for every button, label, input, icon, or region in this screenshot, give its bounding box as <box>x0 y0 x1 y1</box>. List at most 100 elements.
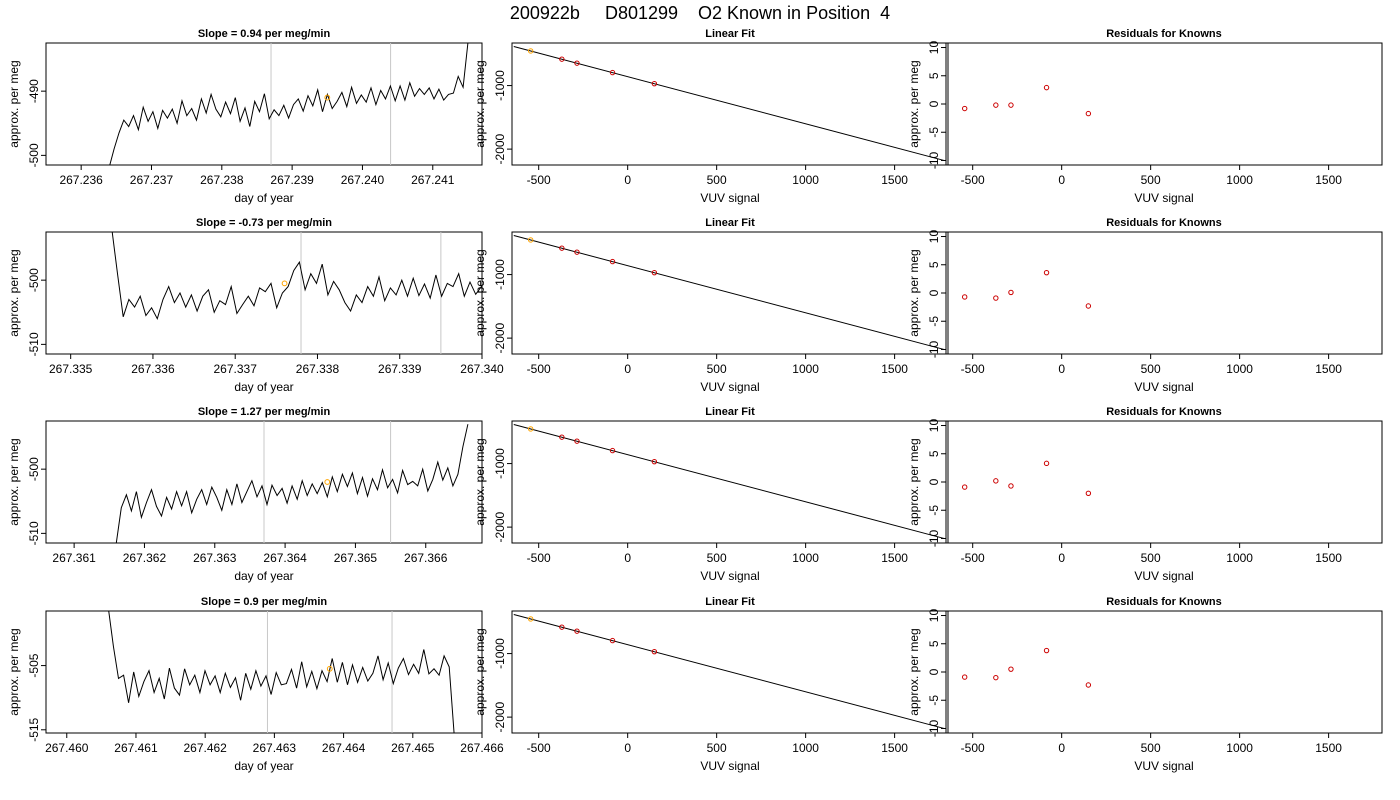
y-tick-label: 0 <box>927 478 941 485</box>
plot-frame <box>945 610 1383 734</box>
timeseries-panel-4: Slope = 0.9 per meg/min 267.460 267.461 267… <box>7 596 504 773</box>
x-axis-label: VUV signal <box>700 191 759 205</box>
x-axis-label: VUV signal <box>700 380 759 394</box>
x-tick-label: -500 <box>961 362 985 376</box>
data-point <box>993 674 999 681</box>
x-tick-label: 0 <box>624 551 631 565</box>
linear_fit-panel-4: Linear Fit -500 0 500 1000 1500 -1000 -2000 VUV … <box>473 596 949 773</box>
x-tick-label: 1500 <box>1315 741 1342 755</box>
y-tick-label: -2000 <box>493 133 507 164</box>
y-tick-label: -1000 <box>493 70 507 101</box>
y-axis-label: approx. per meg <box>473 438 487 525</box>
chart-title: Slope = 0.94 per meg/min <box>198 28 331 40</box>
data-point <box>527 616 534 622</box>
data-point <box>961 105 968 112</box>
data-point <box>1043 269 1050 276</box>
x-tick-label: 267.366 <box>404 551 448 565</box>
data-point <box>559 56 565 62</box>
data-point <box>1085 682 1092 688</box>
data-point <box>609 637 616 644</box>
y-axis-label: approx. per meg <box>473 249 487 336</box>
x-tick-label: 1000 <box>792 741 819 755</box>
chart-title: Linear Fit <box>705 596 755 608</box>
plot-area <box>115 421 469 543</box>
x-tick-label: 1500 <box>881 741 908 755</box>
plot-frame <box>511 42 949 166</box>
y-tick-label: -1000 <box>493 259 507 290</box>
y-tick-label: -510 <box>27 521 41 545</box>
x-tick-label: 267.340 <box>460 362 504 376</box>
x-tick-label: 1500 <box>881 173 908 187</box>
x-tick-label: -500 <box>527 551 551 565</box>
x-axis-label: day of year <box>234 759 293 773</box>
data-point <box>527 426 534 432</box>
data-point <box>1085 110 1092 117</box>
x-tick-label: 500 <box>707 362 727 376</box>
x-tick-label: 267.463 <box>253 741 297 755</box>
x-tick-label: -500 <box>527 362 551 376</box>
y-tick-label: 5 <box>927 640 941 647</box>
x-tick-label: 500 <box>707 741 727 755</box>
fit-line <box>513 424 945 540</box>
data-point <box>651 269 658 276</box>
data-point <box>993 102 999 108</box>
x-tick-label: 1500 <box>881 551 908 565</box>
y-tick-label: 0 <box>927 668 941 675</box>
y-axis-label: approx. per meg <box>7 60 21 147</box>
residuals-panel-3: Residuals for Knowns -500 0 500 1000 1500 10 5 0… <box>907 406 1383 583</box>
x-tick-label: 0 <box>1058 741 1065 755</box>
data-point <box>559 434 565 440</box>
chart-title: Residuals for Knowns <box>1106 406 1222 418</box>
residuals-panel-2: Residuals for Knowns -500 0 500 1000 1500 10 5 0… <box>907 217 1383 394</box>
y-tick-label: 0 <box>927 289 941 296</box>
x-axis-label: VUV signal <box>1134 759 1193 773</box>
plot-area <box>961 647 1092 688</box>
plot-frame <box>511 231 949 355</box>
x-tick-label: 267.462 <box>183 741 227 755</box>
x-tick-label: 1500 <box>1315 173 1342 187</box>
x-axis-label: VUV signal <box>1134 380 1193 394</box>
x-tick-label: 500 <box>707 551 727 565</box>
fit-line <box>513 614 945 730</box>
x-tick-label: 500 <box>1141 551 1161 565</box>
series-line <box>108 611 455 733</box>
data-point <box>1008 102 1014 108</box>
x-tick-label: 0 <box>1058 551 1065 565</box>
x-tick-label: 267.466 <box>460 741 504 755</box>
y-axis-label: approx. per meg <box>7 438 21 525</box>
plot-frame <box>45 42 483 166</box>
data-point <box>1043 460 1050 467</box>
fit-line <box>513 235 945 351</box>
data-point <box>961 484 968 490</box>
x-tick-label: 267.465 <box>391 741 435 755</box>
x-tick-label: 0 <box>1058 173 1065 187</box>
plot-area <box>961 460 1092 496</box>
plot-area <box>513 614 945 730</box>
x-axis-label: day of year <box>234 191 293 205</box>
data-point <box>1008 483 1014 489</box>
plot-area <box>111 232 482 354</box>
y-tick-label: -500 <box>27 457 41 481</box>
x-tick-label: 1000 <box>1226 362 1253 376</box>
data-point <box>993 295 999 301</box>
x-tick-label: -500 <box>961 551 985 565</box>
page-title: 200922b D801299 O2 Known in Position 4 <box>509 3 891 23</box>
x-tick-label: 1000 <box>1226 551 1253 565</box>
y-axis-label: approx. per meg <box>473 60 487 147</box>
residuals-panel-1: Residuals for Knowns -500 0 500 1000 1500 10 5 0… <box>907 28 1383 205</box>
x-tick-label: 1500 <box>1315 362 1342 376</box>
y-axis-label: approx. per meg <box>907 249 921 336</box>
x-tick-label: 267.336 <box>131 362 175 376</box>
y-tick-label: -490 <box>27 79 41 103</box>
x-tick-label: 267.339 <box>378 362 422 376</box>
data-point <box>609 69 616 76</box>
x-tick-label: -500 <box>527 173 551 187</box>
x-tick-label: 267.365 <box>334 551 378 565</box>
y-tick-label: -500 <box>27 143 41 167</box>
x-tick-label: -500 <box>527 741 551 755</box>
x-tick-label: 500 <box>1141 741 1161 755</box>
series-line <box>115 424 469 543</box>
plot-frame <box>945 231 1383 355</box>
timeseries-panel-2: Slope = -0.73 per meg/min 267.335 267.336 2… <box>7 217 504 394</box>
plot-frame <box>511 610 949 734</box>
